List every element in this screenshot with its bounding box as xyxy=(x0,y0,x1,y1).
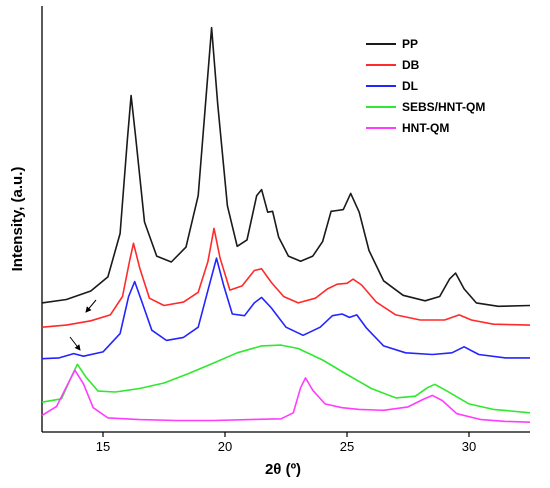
series-line-db xyxy=(41,227,531,328)
legend-label-0: PP xyxy=(402,37,418,51)
series-line-sebs-hnt-qm xyxy=(41,344,531,414)
x-ticks: 15 20 25 30 xyxy=(96,432,476,454)
x-tick-label-15: 15 xyxy=(96,439,110,454)
legend: PP DB DL SEBS/HNT-QM HNT-QM xyxy=(366,37,485,135)
series-lines xyxy=(41,26,531,423)
legend-label-1: DB xyxy=(402,58,420,72)
annotation-arrow-dl xyxy=(69,336,81,351)
annotation-arrow-pp xyxy=(85,299,97,313)
x-tick-label-30: 30 xyxy=(462,439,476,454)
series-line-hnt-qm xyxy=(41,369,531,423)
series-line-dl xyxy=(41,257,530,360)
legend-label-3: SEBS/HNT-QM xyxy=(402,100,485,114)
x-axis-label: 2θ (º) xyxy=(265,461,301,478)
series-line-pp xyxy=(41,26,531,308)
x-tick-label-25: 25 xyxy=(340,439,354,454)
legend-label-2: DL xyxy=(402,79,418,93)
x-tick-label-20: 20 xyxy=(218,439,232,454)
legend-label-4: HNT-QM xyxy=(402,121,449,135)
y-axis-label: Intensity, (a.u.) xyxy=(9,167,26,272)
